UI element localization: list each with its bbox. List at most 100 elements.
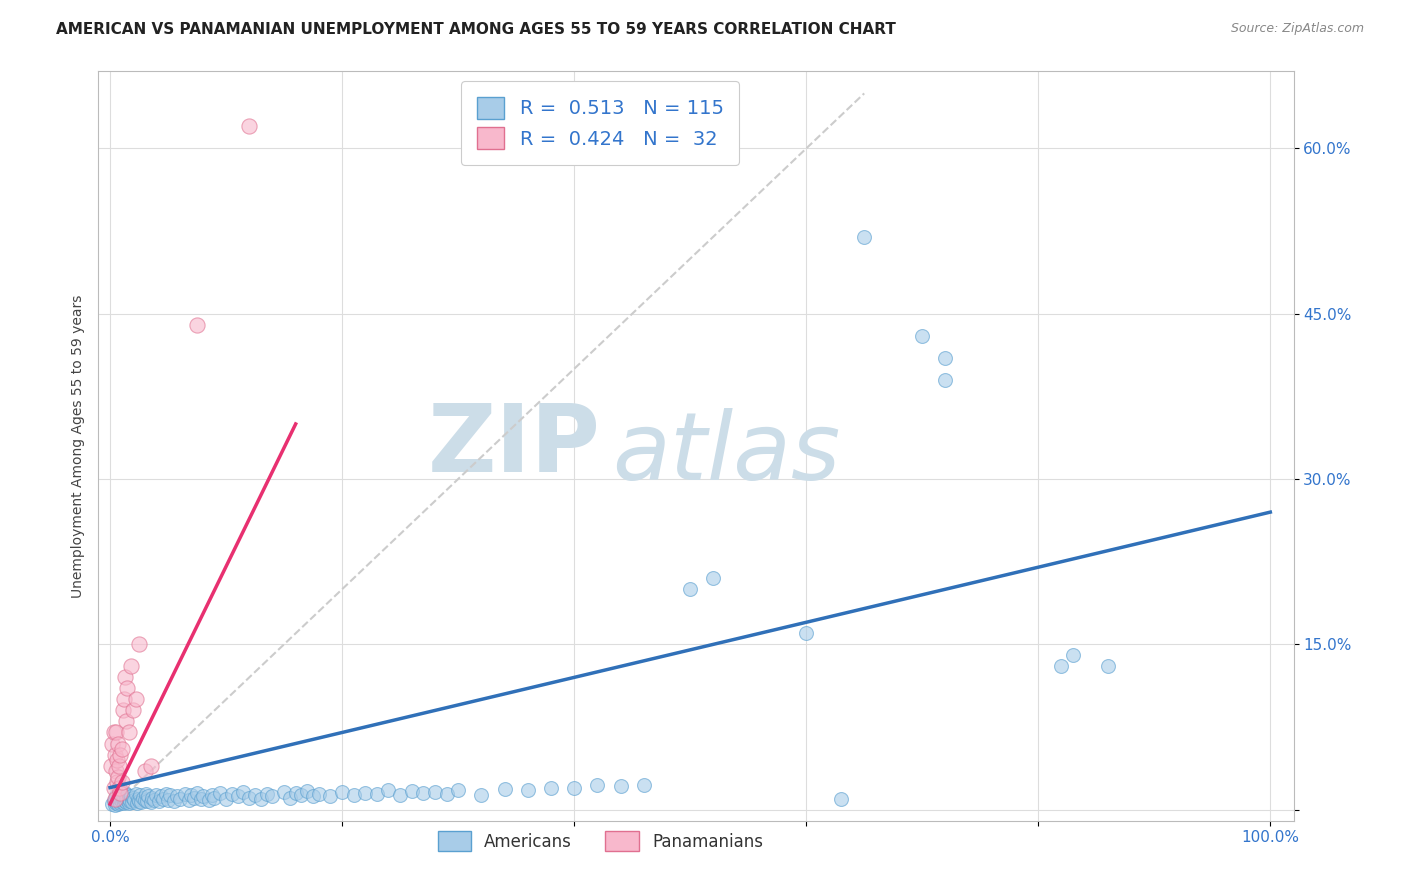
- Point: [114, 794, 136, 808]
- Point: [180, 789, 202, 803]
- Point: [794, 626, 817, 640]
- Point: [114, 670, 136, 684]
- Point: [159, 789, 181, 803]
- Point: [107, 737, 129, 751]
- Point: [911, 328, 934, 343]
- Point: [104, 789, 127, 804]
- Point: [103, 725, 125, 739]
- Point: [105, 775, 128, 789]
- Text: ZIP: ZIP: [427, 400, 600, 492]
- Point: [169, 791, 191, 805]
- Point: [128, 794, 150, 808]
- Point: [157, 793, 180, 807]
- Point: [494, 781, 516, 796]
- Point: [319, 789, 342, 804]
- Point: [112, 796, 135, 810]
- Point: [103, 780, 125, 795]
- Point: [679, 582, 702, 597]
- Point: [103, 794, 125, 808]
- Point: [436, 787, 458, 801]
- Point: [830, 791, 852, 805]
- Point: [129, 789, 152, 803]
- Point: [197, 793, 219, 807]
- Point: [262, 789, 284, 804]
- Point: [111, 787, 134, 801]
- Point: [115, 790, 138, 805]
- Point: [250, 791, 273, 805]
- Point: [139, 795, 162, 809]
- Point: [134, 793, 156, 807]
- Point: [232, 785, 254, 799]
- Point: [124, 793, 146, 807]
- Point: [297, 784, 319, 798]
- Point: [136, 789, 159, 804]
- Point: [115, 714, 138, 729]
- Point: [273, 785, 295, 799]
- Point: [562, 780, 585, 795]
- Point: [112, 692, 135, 706]
- Point: [141, 790, 163, 805]
- Text: atlas: atlas: [613, 408, 841, 499]
- Point: [139, 758, 162, 772]
- Point: [1050, 659, 1073, 673]
- Point: [256, 787, 278, 801]
- Point: [389, 789, 412, 803]
- Point: [111, 789, 134, 804]
- Point: [186, 786, 208, 800]
- Point: [226, 789, 249, 804]
- Text: AMERICAN VS PANAMANIAN UNEMPLOYMENT AMONG AGES 55 TO 59 YEARS CORRELATION CHART: AMERICAN VS PANAMANIAN UNEMPLOYMENT AMON…: [56, 22, 896, 37]
- Point: [112, 791, 135, 805]
- Point: [201, 789, 224, 803]
- Point: [104, 764, 127, 778]
- Point: [104, 747, 127, 762]
- Point: [108, 758, 131, 772]
- Point: [108, 780, 131, 795]
- Point: [122, 790, 145, 805]
- Point: [104, 796, 127, 810]
- Point: [111, 793, 134, 807]
- Point: [150, 789, 173, 804]
- Point: [124, 787, 146, 801]
- Point: [128, 637, 150, 651]
- Point: [135, 787, 157, 801]
- Point: [148, 794, 170, 808]
- Point: [354, 786, 377, 800]
- Y-axis label: Unemployment Among Ages 55 to 59 years: Unemployment Among Ages 55 to 59 years: [70, 294, 84, 598]
- Point: [152, 791, 174, 805]
- Point: [516, 782, 538, 797]
- Point: [121, 795, 143, 809]
- Legend: Americans, Panamanians: Americans, Panamanians: [430, 825, 770, 857]
- Point: [117, 791, 139, 805]
- Point: [101, 737, 124, 751]
- Point: [186, 318, 208, 332]
- Point: [853, 229, 876, 244]
- Point: [105, 795, 128, 809]
- Point: [163, 794, 186, 808]
- Point: [104, 791, 127, 805]
- Point: [586, 778, 609, 792]
- Point: [412, 786, 434, 800]
- Point: [122, 703, 145, 717]
- Point: [423, 785, 446, 799]
- Point: [100, 758, 122, 772]
- Point: [134, 764, 156, 778]
- Point: [308, 787, 330, 801]
- Point: [111, 742, 134, 756]
- Point: [934, 373, 956, 387]
- Text: Source: ZipAtlas.com: Source: ZipAtlas.com: [1230, 22, 1364, 36]
- Point: [131, 795, 153, 809]
- Point: [1062, 648, 1084, 663]
- Point: [278, 790, 301, 805]
- Point: [110, 747, 132, 762]
- Point: [117, 793, 139, 807]
- Point: [377, 782, 399, 797]
- Point: [111, 795, 134, 809]
- Point: [633, 778, 655, 792]
- Point: [447, 782, 470, 797]
- Point: [302, 789, 325, 804]
- Point: [155, 787, 177, 801]
- Point: [104, 798, 127, 813]
- Point: [290, 789, 312, 803]
- Point: [191, 789, 214, 804]
- Point: [366, 787, 388, 801]
